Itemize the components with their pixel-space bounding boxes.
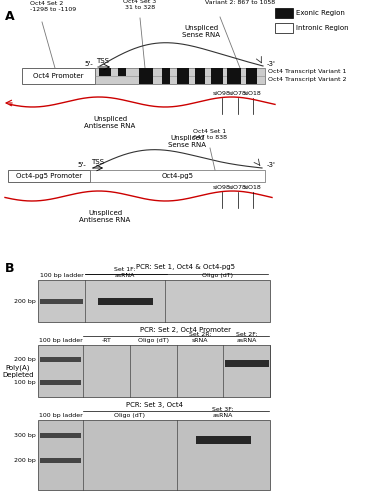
Text: Oct4 Transcript Variant 2: Oct4 Transcript Variant 2 [268,78,346,82]
Text: 200 bp: 200 bp [14,298,36,304]
Text: Set 2F:
asRNA: Set 2F: asRNA [236,332,257,343]
Text: -3': -3' [267,61,276,67]
Bar [162,68,171,76]
Bar [196,68,205,76]
Text: Oligo (dT): Oligo (dT) [138,338,169,343]
Bar [97,298,152,304]
Text: Unspliced
Antisense RNA: Unspliced Antisense RNA [85,116,136,129]
Text: 300 bp: 300 bp [14,433,36,438]
Bar [38,420,270,490]
Bar [99,68,111,76]
Bar [275,23,293,33]
Text: Set 1F:
asRNA: Set 1F: asRNA [114,267,136,278]
Bar [177,68,190,76]
Text: 5'-: 5'- [84,61,93,67]
Text: siO18: siO18 [244,185,262,190]
Bar [227,76,241,84]
Text: Oct4 Set 2
-1298 to -1109: Oct4 Set 2 -1298 to -1109 [30,1,76,12]
Bar [196,436,251,444]
Bar [227,68,241,76]
Text: A: A [5,10,15,23]
Text: 200 bp: 200 bp [14,357,36,362]
Text: -3': -3' [267,162,276,168]
Text: 200 bp: 200 bp [14,458,36,463]
Text: Set 2R:
sRNA: Set 2R: sRNA [189,332,211,343]
Text: Exonic Region: Exonic Region [296,10,345,16]
Text: Unspliced
Sense RNA: Unspliced Sense RNA [169,135,207,148]
Text: Set 3F:
asRNA: Set 3F: asRNA [213,407,234,418]
Bar [118,68,126,76]
Bar [40,357,81,362]
Text: B: B [5,262,14,275]
Text: Unspliced
Sense RNA: Unspliced Sense RNA [183,25,221,38]
Bar [211,68,223,76]
Bar [177,76,190,84]
Bar [40,380,81,385]
Text: Oligo (dT): Oligo (dT) [202,273,233,278]
Bar [40,458,81,463]
Text: 5'-: 5'- [77,162,86,168]
Text: 100 bp ladder: 100 bp ladder [40,273,83,278]
Bar [139,76,153,84]
Text: TSS: TSS [91,159,104,165]
Bar [196,76,205,84]
Text: 100 bp ladder: 100 bp ladder [39,413,82,418]
Bar [211,76,223,84]
Bar [246,68,257,76]
Text: siO98: siO98 [213,91,231,96]
Bar [275,8,293,18]
Text: Intronic Region: Intronic Region [296,25,349,31]
Bar [95,68,265,84]
Bar [22,68,95,84]
Text: Oct4 Promoter: Oct4 Promoter [33,73,84,79]
Text: Oct4-pg5: Oct4-pg5 [161,173,194,179]
Text: Unspliced
Antisense RNA: Unspliced Antisense RNA [79,210,131,223]
Text: siO78: siO78 [229,91,247,96]
Text: PCR: Set 2, Oct4 Promoter: PCR: Set 2, Oct4 Promoter [139,327,230,333]
Text: -RT: -RT [102,338,111,343]
Bar [246,76,257,84]
Text: Oct4 Set 1
Variant 1: 1123 to 1314
Variant 2: 867 to 1058: Oct4 Set 1 Variant 1: 1123 to 1314 Varia… [205,0,279,5]
Bar [38,345,270,397]
Text: siO18: siO18 [244,91,262,96]
Text: 100 bp ladder: 100 bp ladder [39,338,82,343]
Bar [8,170,90,182]
Bar [139,68,153,76]
Text: Oct4 Transcript Variant 1: Oct4 Transcript Variant 1 [268,70,346,74]
Text: Oct4-pg5 Promoter: Oct4-pg5 Promoter [16,173,82,179]
Text: 100 bp: 100 bp [14,380,36,385]
Text: PCR: Set 3, Oct4: PCR: Set 3, Oct4 [127,402,183,408]
Text: TSS: TSS [96,58,109,64]
Text: Oct4 Set 3
31 to 328: Oct4 Set 3 31 to 328 [124,0,157,10]
Text: Oct4 Set 1
647 to 838: Oct4 Set 1 647 to 838 [193,129,227,140]
Bar [162,76,171,84]
Text: siO98: siO98 [213,185,231,190]
Bar [40,433,81,438]
Text: siO78: siO78 [229,185,247,190]
Text: PCR: Set 1, Oct4 & Oct4-pg5: PCR: Set 1, Oct4 & Oct4-pg5 [136,264,235,270]
Bar [38,280,270,322]
Text: Oligo (dT): Oligo (dT) [114,413,145,418]
Text: Poly(A)
Depleted: Poly(A) Depleted [2,364,34,378]
Bar [40,298,83,304]
Bar [225,360,269,367]
Bar [90,170,265,182]
